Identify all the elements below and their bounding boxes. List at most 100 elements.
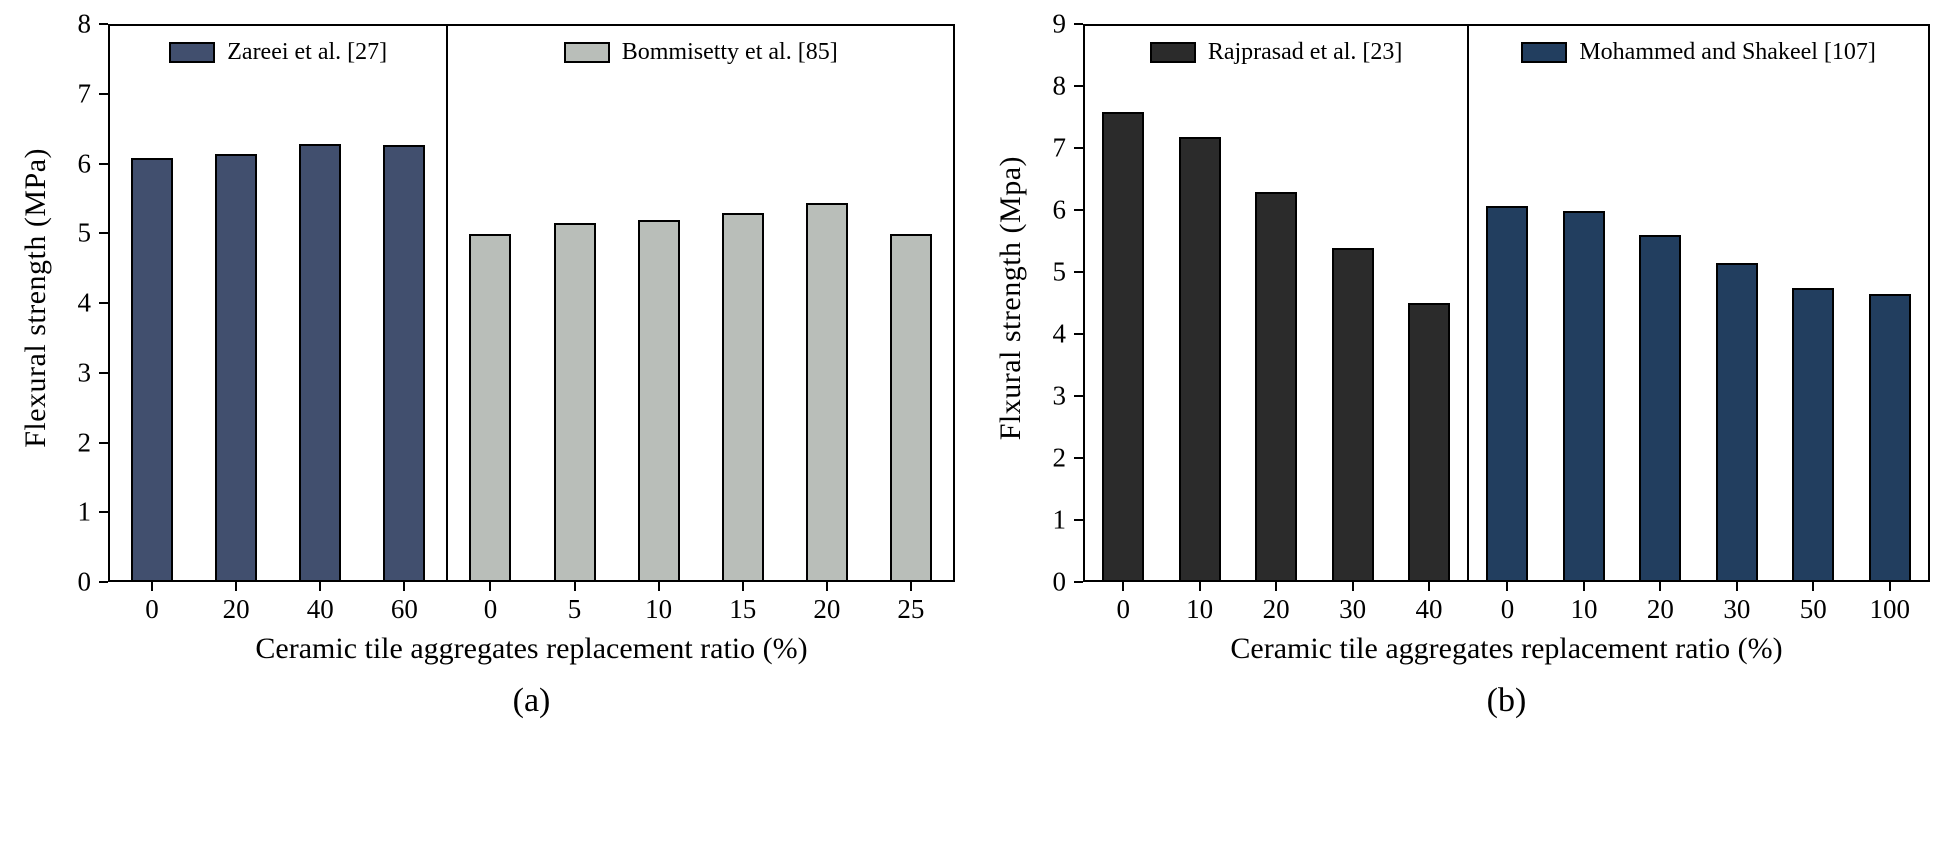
- x-tick-mark: [1812, 582, 1815, 591]
- legend-label: Bommisetty et al. [85]: [621, 39, 838, 65]
- legend-rajprasad: Rajprasad et al. [23]: [1085, 39, 1467, 66]
- legend-zareei: Zareei et al. [27]: [110, 39, 446, 66]
- legend-bommisetty: Bommisetty et al. [85]: [448, 39, 953, 66]
- x-tick-mark: [235, 582, 238, 591]
- y-tick-label: 4: [77, 287, 92, 318]
- x-tick-mark: [1888, 582, 1891, 591]
- x-tick-label: 0: [483, 594, 498, 624]
- plot-row-a: 0 1 2 3 4 5 6 7 8 Zareei et al. [27] 0 20 40 60 Bom…: [62, 10, 955, 623]
- bar-column: 10: [617, 26, 701, 623]
- panel-rajprasad: Rajprasad et al. [23] 0 10 20 30 40: [1085, 26, 1470, 623]
- legend-swatch: [1149, 42, 1196, 63]
- bar-column: 0: [110, 26, 194, 623]
- legend-label: Zareei et al. [27]: [227, 39, 388, 65]
- legend-swatch: [563, 42, 610, 63]
- plot-area-b: Rajprasad et al. [23] 0 10 20 30 40 Mohammed…: [1083, 24, 1930, 623]
- x-axis-title-b: Ceramic tile aggregates replacement rati…: [1230, 632, 1783, 665]
- subfigure-label-a: (a): [512, 682, 551, 719]
- y-tick-mark: [99, 441, 108, 444]
- x-tick-mark: [825, 582, 828, 591]
- x-tick-label: 60: [390, 594, 418, 624]
- x-tick-label: 0: [145, 594, 159, 624]
- x-tick-mark: [741, 582, 744, 591]
- bars-container: 0 5 10 15 20 25: [448, 26, 953, 623]
- bar-column: 20: [194, 26, 278, 623]
- bar: [1562, 210, 1605, 580]
- subfigure-label-b: (b): [1486, 682, 1527, 719]
- x-tick-label: 30: [1339, 594, 1367, 624]
- y-tick-label: 6: [1052, 194, 1067, 225]
- chart-b-main: 0 1 2 3 4 5 6 7 8 9 Rajprasad et al. [23] 0 10 20 30…: [1037, 10, 1930, 866]
- x-tick-mark: [1275, 582, 1278, 591]
- chart-a-main: 0 1 2 3 4 5 6 7 8 Zareei et al. [27] 0 20 40 60 Bom…: [62, 10, 955, 866]
- x-tick-label: 20: [1646, 594, 1674, 624]
- bar: [1255, 192, 1298, 580]
- bar: [131, 157, 174, 580]
- x-tick-mark: [1122, 582, 1125, 591]
- y-tick-mark: [99, 92, 108, 95]
- figure-b: Flxural strength (Mpa) 0 1 2 3 4 5 6 7 8 9 Rajpra…: [985, 10, 1930, 866]
- bar-column: 5: [533, 26, 617, 623]
- bars-container: 0 10 20 30 40: [1085, 26, 1467, 623]
- y-tick-label: 8: [1052, 70, 1067, 101]
- y-tick-mark: [99, 232, 108, 235]
- bar-column: 30: [1314, 26, 1390, 623]
- x-tick-mark: [1351, 582, 1354, 591]
- bar: [383, 145, 426, 580]
- bar-column: 20: [1238, 26, 1314, 623]
- y-tick-mark: [1074, 581, 1083, 583]
- bar: [1868, 293, 1911, 580]
- x-tick-label: 40: [306, 594, 334, 624]
- panel-zareei: Zareei et al. [27] 0 20 40 60: [110, 26, 449, 623]
- panel-bommisetty: Bommisetty et al. [85] 0 5 10 15 20 25: [448, 26, 953, 623]
- y-tick-label: 3: [1052, 380, 1067, 411]
- bar: [299, 143, 342, 580]
- x-tick-mark: [319, 582, 322, 591]
- bar-column: 30: [1699, 26, 1775, 623]
- y-tick-mark: [1074, 23, 1083, 25]
- y-tick-mark: [99, 511, 108, 514]
- x-tick-label: 0: [1500, 594, 1515, 624]
- bar: [721, 212, 764, 580]
- bar: [215, 154, 258, 580]
- y-tick-mark: [1074, 519, 1083, 521]
- x-tick-mark: [1506, 582, 1509, 591]
- bar-column: 40: [1391, 26, 1467, 623]
- x-tick-label: 10: [1570, 594, 1598, 624]
- panel-mohammed-shakeel: Mohammed and Shakeel [107] 0 10 20 30 50 100: [1469, 26, 1928, 623]
- y-axis-title-a: Flexural strength (MPa): [19, 148, 52, 448]
- x-tick-label: 50: [1799, 594, 1827, 624]
- x-tick-label: 5: [567, 594, 582, 624]
- y-tick-mark: [1074, 147, 1083, 149]
- x-tick-label: 100: [1869, 594, 1911, 624]
- x-tick-mark: [1198, 582, 1201, 591]
- bar: [469, 233, 512, 580]
- y-tick-label: 6: [77, 148, 92, 178]
- y-axis-title-wrap-b: Flxural strength (Mpa): [985, 12, 1037, 584]
- bar-column: 15: [701, 26, 785, 623]
- y-tick-label: 1: [77, 496, 92, 527]
- x-tick-mark: [403, 582, 406, 591]
- bar-column: 100: [1852, 26, 1928, 623]
- bar-column: 50: [1775, 26, 1851, 623]
- plot-row-b: 0 1 2 3 4 5 6 7 8 9 Rajprasad et al. [23] 0 10 20 30…: [1037, 10, 1930, 623]
- bar: [1486, 205, 1529, 580]
- y-tick-label: 3: [77, 357, 92, 388]
- bar: [805, 202, 848, 580]
- x-tick-mark: [1735, 582, 1738, 591]
- bar-column: 25: [869, 26, 953, 623]
- x-tick-mark: [151, 582, 154, 591]
- bars-container: 0 10 20 30 50 100: [1469, 26, 1928, 623]
- bars-container: 0 20 40 60: [110, 26, 446, 623]
- x-tick-mark: [573, 582, 576, 591]
- y-tick-label: 1: [1052, 504, 1067, 535]
- bar: [1792, 287, 1835, 580]
- plot-area-a: Zareei et al. [27] 0 20 40 60 Bommisetty et…: [108, 24, 955, 623]
- x-tick-label: 30: [1723, 594, 1751, 624]
- x-tick-mark: [909, 582, 912, 591]
- y-axis-title-wrap-a: Flexural strength (MPa): [10, 12, 62, 584]
- y-tick-mark: [99, 162, 108, 165]
- bar-column: 20: [785, 26, 869, 623]
- x-tick-mark: [1428, 582, 1431, 591]
- bar-column: 0: [1085, 26, 1161, 623]
